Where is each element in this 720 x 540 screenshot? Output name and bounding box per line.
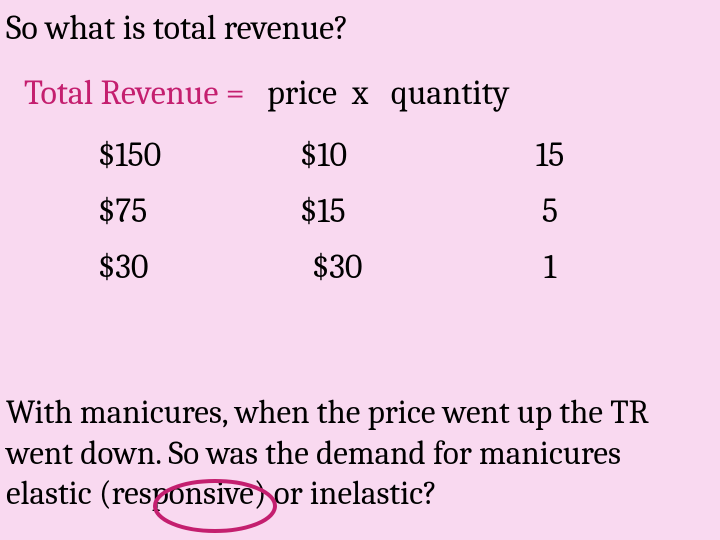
formula-rhs: price x quantity	[252, 73, 509, 113]
footer-paragraph: With manicures, when the price went up t…	[6, 393, 710, 514]
table-row: $75 $15 5	[0, 183, 720, 239]
formula-line: Total Revenue = price x quantity	[0, 49, 720, 113]
cell-total-revenue: $75	[0, 191, 270, 231]
cell-total-revenue: $30	[0, 247, 270, 287]
cell-quantity: 1	[460, 247, 640, 287]
cell-price: $30	[270, 247, 460, 287]
cell-total-revenue: $150	[0, 135, 270, 175]
cell-quantity: 15	[460, 135, 640, 175]
table-row: $150 $10 15	[0, 127, 720, 183]
formula-label: Total Revenue =	[24, 73, 245, 113]
slide-title: So what is total revenue?	[0, 0, 720, 49]
cell-quantity: 5	[460, 191, 640, 231]
revenue-table: $150 $10 15 $75 $15 5 $30 $30 1	[0, 113, 720, 295]
cell-price: $10	[270, 135, 460, 175]
table-row: $30 $30 1	[0, 239, 720, 295]
cell-price: $15	[270, 191, 460, 231]
